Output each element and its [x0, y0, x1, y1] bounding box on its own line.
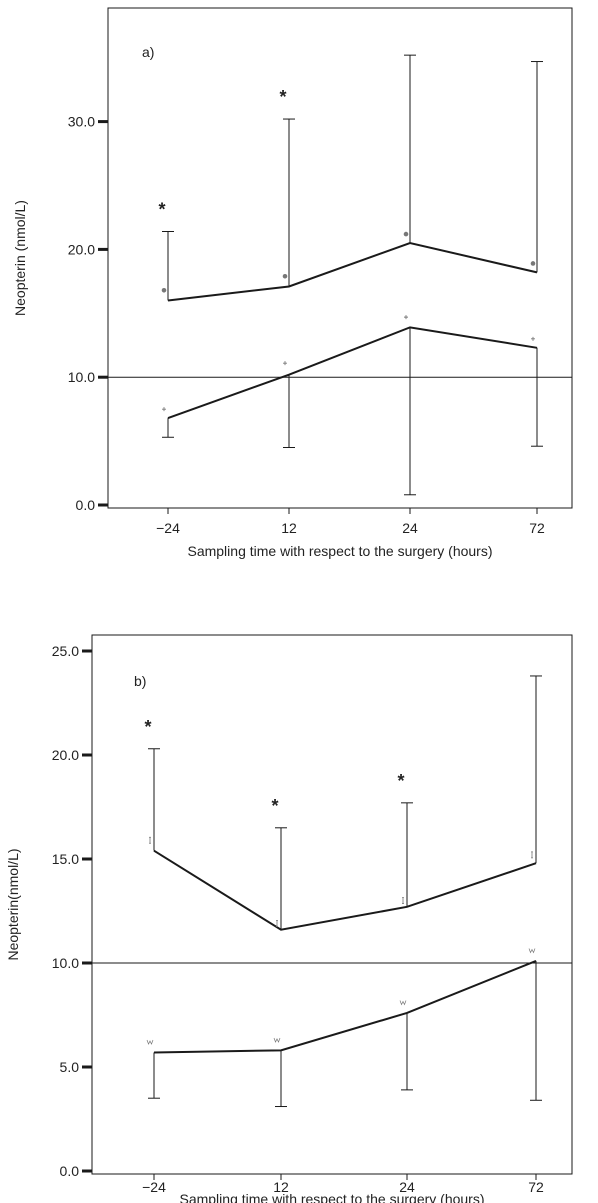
chart-panel-a: 0.0 10.0 20.0 30.0 −24 12 24 72 Sampling time wi…: [12, 7, 573, 559]
x-tick-label: 24: [399, 1179, 415, 1195]
data-point: [161, 287, 167, 293]
series-1: **: [158, 54, 543, 302]
y-tick-label: 30.0: [68, 114, 95, 130]
series-2: [146, 948, 542, 1108]
significance-star: *: [271, 796, 278, 816]
panel-label: a): [142, 44, 154, 60]
x-tick-label: 12: [281, 520, 297, 536]
data-point: [528, 948, 536, 954]
series-line: [167, 326, 538, 420]
data-point: [162, 407, 166, 412]
series-line: [167, 241, 538, 302]
data-point: [273, 1037, 281, 1043]
x-axis-title: Sampling time with respect to the surger…: [179, 1191, 484, 1203]
y-tick-label: 10.0: [68, 369, 95, 385]
x-tick-label: 12: [273, 1179, 289, 1195]
series-line: [153, 849, 537, 931]
panel-label: b): [134, 673, 146, 689]
data-point: [276, 920, 278, 927]
series-line: [153, 959, 537, 1054]
y-tick-label: 10.0: [52, 955, 79, 971]
significance-star: *: [144, 717, 151, 737]
significance-star: *: [279, 87, 286, 107]
y-axis-title: Neopterin(nmol/L): [5, 848, 21, 960]
plot-frame: [107, 7, 573, 509]
y-tick-label: 5.0: [60, 1059, 80, 1075]
y-axis-title: Neopterin (nmol/L): [12, 200, 28, 316]
x-axis-title: Sampling time with respect to the surger…: [187, 543, 492, 559]
significance-star: *: [397, 771, 404, 791]
series-2: [162, 315, 543, 496]
x-tick-label: −24: [142, 1179, 166, 1195]
chart-panel-b: 0.0 5.0 10.0 15.0 20.0 25.0 −24 12 24 72 Sampling …: [5, 634, 573, 1203]
data-point: [531, 851, 533, 859]
data-point: [146, 1039, 154, 1045]
data-point: [531, 336, 535, 341]
plot-frame: [91, 634, 573, 1175]
data-point: [399, 1000, 407, 1006]
y-tick-label: 25.0: [52, 643, 79, 659]
y-tick-label: 20.0: [52, 747, 79, 763]
data-point: [282, 273, 288, 279]
y-tick-label: 20.0: [68, 241, 95, 257]
data-point: [402, 897, 404, 904]
data-point: [403, 231, 409, 237]
x-tick-label: −24: [156, 520, 180, 536]
x-tick-label: 72: [528, 1179, 544, 1195]
series-1: * * *: [144, 675, 542, 931]
data-point: [404, 315, 408, 320]
data-point: [149, 836, 151, 844]
data-point: [283, 361, 287, 366]
y-tick-label: 15.0: [52, 851, 79, 867]
x-tick-label: 72: [529, 520, 545, 536]
data-point: [530, 261, 536, 266]
y-tick-label: 0.0: [76, 497, 96, 513]
x-tick-label: 24: [402, 520, 418, 536]
y-tick-label: 0.0: [60, 1163, 80, 1179]
significance-star: *: [158, 200, 165, 220]
